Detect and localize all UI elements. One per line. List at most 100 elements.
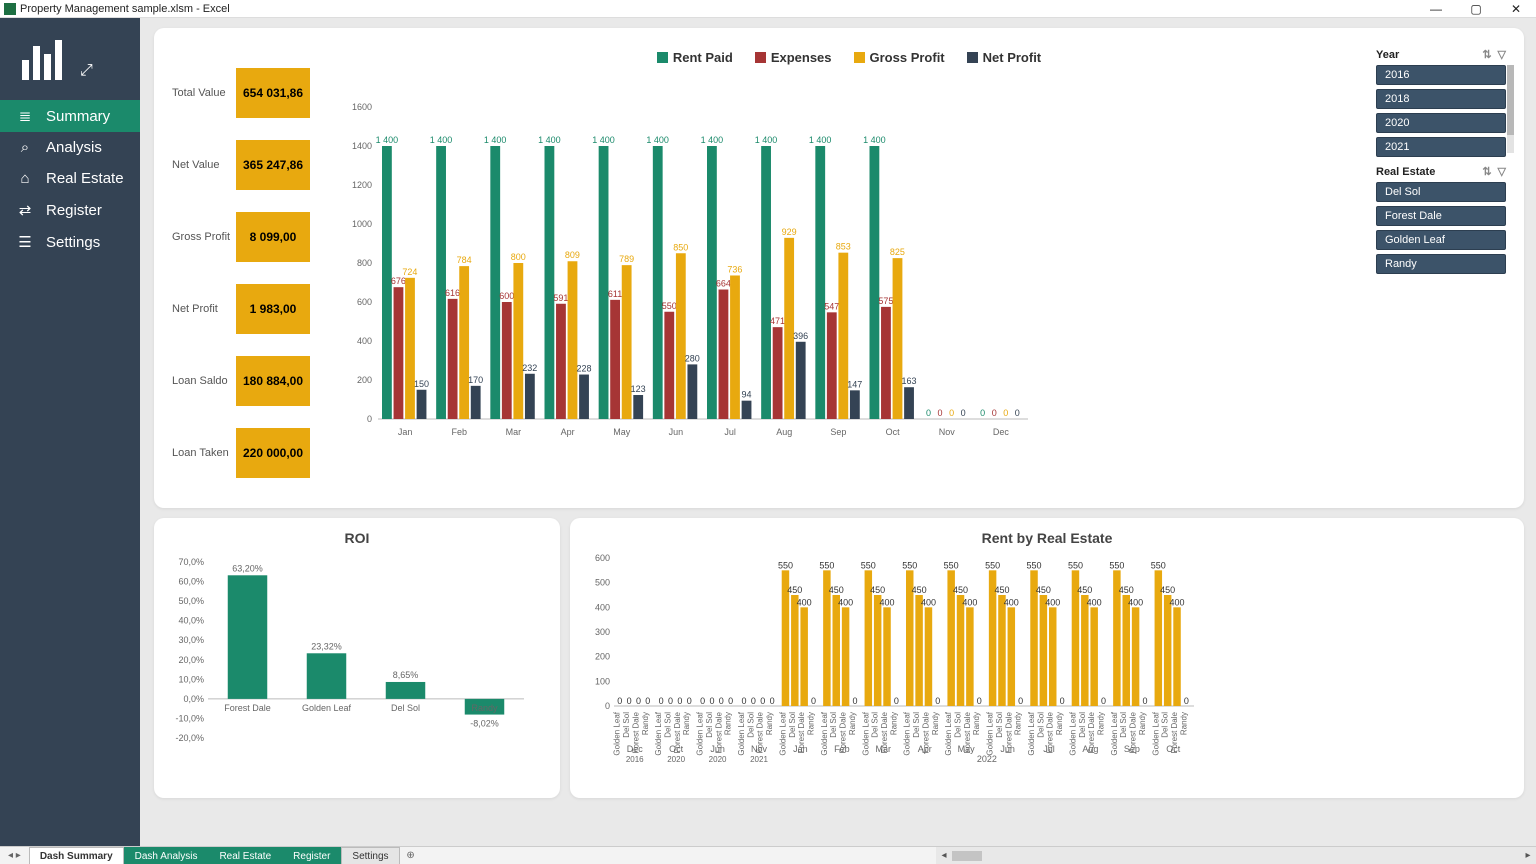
slicer-item[interactable]: 2018 [1376, 89, 1506, 109]
sheet-nav-arrows[interactable]: ◂ ▸ [0, 847, 29, 864]
svg-text:1200: 1200 [352, 180, 372, 190]
svg-text:450: 450 [870, 585, 885, 595]
svg-text:1 400: 1 400 [809, 135, 832, 145]
slicer-filter-icon[interactable]: ▽ [1498, 165, 1506, 178]
svg-text:0: 0 [709, 696, 714, 706]
svg-text:0,0%: 0,0% [183, 694, 204, 704]
roi-card: ROI -20,0%-10,0%0,0%10,0%20,0%30,0%40,0%… [154, 518, 560, 798]
sheet-tab-register[interactable]: Register [282, 847, 341, 864]
slicer-sort-icon[interactable]: ⇅ [1482, 48, 1491, 61]
svg-text:Jun: Jun [710, 744, 725, 754]
slicer-item[interactable]: Del Sol [1376, 182, 1506, 202]
kpi-column: Total Value 654 031,86Net Value 365 247,… [172, 46, 322, 498]
slicer-filter-icon[interactable]: ▽ [1498, 48, 1506, 61]
rent-title: Rent by Real Estate [580, 526, 1514, 552]
window-close-button[interactable]: ✕ [1496, 0, 1536, 18]
svg-text:Golden Leaf: Golden Leaf [613, 711, 622, 755]
kpi-value: 365 247,86 [236, 140, 310, 190]
kpi-label: Net Profit [172, 303, 236, 315]
svg-text:Jan: Jan [793, 744, 808, 754]
sheet-tab-real-estate[interactable]: Real Estate [208, 847, 282, 864]
svg-text:Golden Leaf: Golden Leaf [820, 711, 829, 755]
svg-text:550: 550 [1027, 560, 1042, 570]
svg-text:100: 100 [595, 676, 610, 686]
nav-icon: ≣ [16, 107, 34, 125]
expand-icon[interactable]: ⤢ [80, 62, 93, 80]
svg-text:May: May [958, 744, 976, 754]
svg-text:400: 400 [357, 336, 372, 346]
kpi-value: 8 099,00 [236, 212, 310, 262]
svg-text:0: 0 [980, 408, 985, 418]
svg-text:809: 809 [565, 250, 580, 260]
slicer-item[interactable]: Forest Dale [1376, 206, 1506, 226]
window-minimize-button[interactable]: — [1416, 0, 1456, 18]
svg-text:Del Sol: Del Sol [788, 712, 797, 738]
svg-text:Randy: Randy [1179, 712, 1188, 735]
svg-text:1 400: 1 400 [484, 135, 507, 145]
sheet-tab-settings[interactable]: Settings [341, 847, 399, 864]
svg-text:0: 0 [852, 696, 857, 706]
kpi-value: 220 000,00 [236, 428, 310, 478]
legend-item: Net Profit [967, 50, 1042, 65]
legend-swatch [657, 52, 668, 63]
svg-text:Oct: Oct [886, 427, 901, 437]
slicer-item[interactable]: 2021 [1376, 137, 1506, 157]
svg-text:Golden Leaf: Golden Leaf [696, 711, 705, 755]
add-sheet-button[interactable]: ⊕ [400, 847, 422, 864]
sidebar-item-summary[interactable]: ≣ Summary [0, 100, 140, 132]
slicer-item[interactable]: Randy [1376, 254, 1506, 274]
sheet-tab-dash-analysis[interactable]: Dash Analysis [124, 847, 209, 864]
svg-text:0: 0 [1018, 696, 1023, 706]
slicer-item[interactable]: 2020 [1376, 113, 1506, 133]
rent-chart-svg: 01002003004005006000Golden Leaf0Del Sol0… [580, 552, 1200, 762]
svg-text:Mar: Mar [876, 744, 892, 754]
svg-text:0: 0 [811, 696, 816, 706]
svg-text:30,0%: 30,0% [178, 635, 204, 645]
slicer-year-title: Year [1376, 49, 1399, 61]
svg-text:400: 400 [1170, 597, 1185, 607]
svg-text:0: 0 [949, 408, 954, 418]
svg-text:2016: 2016 [626, 755, 644, 762]
svg-text:0: 0 [894, 696, 899, 706]
sheet-tab-dash-summary[interactable]: Dash Summary [29, 847, 124, 864]
horizontal-scrollbar[interactable]: ◂ ▸ [936, 847, 1536, 864]
svg-text:Golden Leaf: Golden Leaf [903, 711, 912, 755]
svg-text:400: 400 [1087, 597, 1102, 607]
svg-text:-20,0%: -20,0% [175, 733, 204, 743]
svg-text:200: 200 [595, 652, 610, 662]
svg-text:550: 550 [1151, 560, 1166, 570]
slicer-item[interactable]: Golden Leaf [1376, 230, 1506, 250]
kpi-label: Total Value [172, 87, 236, 99]
sidebar-item-register[interactable]: ⇄Register [0, 194, 140, 226]
kpi-label: Net Value [172, 159, 236, 171]
nav-label: Summary [46, 108, 110, 125]
svg-text:40,0%: 40,0% [178, 616, 204, 626]
sidebar-item-real-estate[interactable]: ⌂Real Estate [0, 163, 140, 194]
svg-text:Golden Leaf: Golden Leaf [986, 711, 995, 755]
rent-card: Rent by Real Estate 01002003004005006000… [570, 518, 1524, 798]
sidebar-item-analysis[interactable]: ⌕Analysis [0, 132, 140, 163]
svg-text:1 400: 1 400 [863, 135, 886, 145]
svg-text:450: 450 [994, 585, 1009, 595]
svg-text:929: 929 [782, 227, 797, 237]
svg-text:2021: 2021 [750, 755, 768, 762]
kpi-gross-profit: Gross Profit 8 099,00 [172, 212, 322, 262]
slicer-sort-icon[interactable]: ⇅ [1482, 165, 1491, 178]
svg-text:50,0%: 50,0% [178, 596, 204, 606]
svg-text:0: 0 [700, 696, 705, 706]
svg-text:550: 550 [985, 560, 1000, 570]
slicer-item[interactable]: 2016 [1376, 65, 1506, 85]
svg-text:0: 0 [1142, 696, 1147, 706]
sidebar-item-settings[interactable]: ☰Settings [0, 226, 140, 258]
svg-text:Oct: Oct [669, 744, 684, 754]
svg-text:Del Sol: Del Sol [1119, 712, 1128, 738]
window-maximize-button[interactable]: ▢ [1456, 0, 1496, 18]
nav-label: Real Estate [46, 170, 124, 187]
svg-text:Apr: Apr [561, 427, 575, 437]
svg-text:600: 600 [499, 291, 514, 301]
svg-text:Jul: Jul [724, 427, 736, 437]
slicer-realestate-list: Del Sol Forest Dale Golden Leaf Randy [1376, 182, 1506, 274]
svg-text:Golden Leaf: Golden Leaf [1027, 711, 1036, 755]
svg-text:396: 396 [793, 331, 808, 341]
svg-text:232: 232 [522, 363, 537, 373]
